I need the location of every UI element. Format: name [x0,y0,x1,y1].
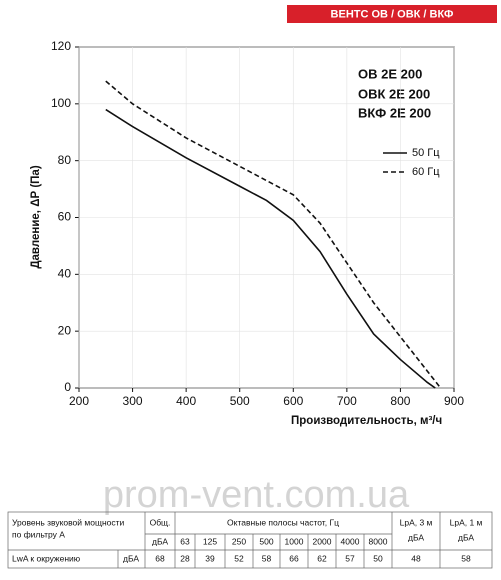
x-tick-label: 600 [283,394,303,408]
model: ВКФ 2Е 200 [358,105,431,120]
band-header: 125 [203,536,217,546]
table-cell: дБА [123,553,139,563]
table-cell: 39 [205,553,215,563]
table-header: LpA, 1 м [450,517,483,527]
band-header: 4000 [341,536,360,546]
watermark: prom-vent.com.ua [103,474,410,516]
brand: ВЕНТС ОВ / ОВК / ВКФ [331,8,454,20]
band-header: 500 [259,536,273,546]
x-axis-label: Производительность, м³/ч [291,415,442,427]
table-label: по фильтру А [12,529,65,539]
table-cell: 57 [345,553,355,563]
x-tick-label: 500 [230,394,250,408]
y-tick-label: 20 [58,323,72,337]
table-cell: 48 [411,553,421,563]
table-header: дБА [458,532,474,542]
x-tick-label: 700 [337,394,357,408]
y-tick-label: 60 [58,210,72,224]
series-line [105,108,436,389]
band-header: 8000 [369,536,388,546]
sound-table: Уровень звуковой мощности по фильтру А О… [7,511,493,569]
legend-label: 50 Гц [412,147,440,159]
x-tick-label: 400 [176,394,196,408]
model: ОВ 2Е 200 [358,66,422,81]
legend-label: 60 Гц [412,166,440,178]
table-header: Октавные полосы частот, Гц [227,517,339,527]
table-row-label: LwA к окружению [12,553,81,563]
table-header: дБА [152,536,168,546]
x-tick-label: 300 [123,394,143,408]
table-cell: 66 [289,553,299,563]
y-tick-label: 40 [58,267,72,281]
x-tick-label: 200 [69,394,89,408]
y-tick-label: 80 [58,153,72,167]
x-tick-label: 800 [390,394,410,408]
table-cell: 62 [317,553,327,563]
table-cell: 28 [180,553,190,563]
brand-box [287,5,497,23]
table-cell: 50 [373,553,383,563]
table-border [7,511,493,569]
table-label: Уровень звуковой мощности [12,517,125,527]
band-header: 250 [232,536,246,546]
y-tick-label: 120 [51,39,71,53]
table-header: дБА [408,532,424,542]
table-cell: 52 [234,553,244,563]
y-axis-label: Давление, ΔР (Па) [30,165,42,268]
table-cell: 68 [155,553,165,563]
series-line [105,80,442,389]
table-cell: 58 [262,553,272,563]
band-header: 2000 [313,536,332,546]
table-cell: 58 [461,553,471,563]
model: ОВК 2Е 200 [358,86,430,101]
x-tick-label: 900 [444,394,464,408]
band-header: 63 [180,536,190,546]
table-header: Общ. [150,517,171,527]
y-tick-label: 0 [64,380,71,394]
y-tick-label: 100 [51,96,71,110]
table-header: LpA, 3 м [400,517,433,527]
band-header: 1000 [285,536,304,546]
